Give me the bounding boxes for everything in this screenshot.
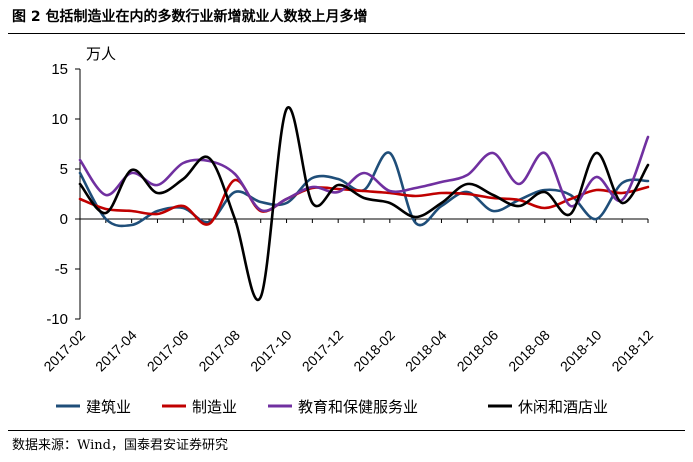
x-tick-label: 2018-04 [402,327,450,375]
source-note: 数据来源：Wind，国泰君安证券研究 [12,438,228,453]
x-tick-label: 2018-06 [454,327,502,375]
legend-label-leisure-hospitality: 休闲和酒店业 [518,398,608,416]
x-tick-label: 2017-10 [247,327,295,375]
y-tick-label: -10 [46,311,68,328]
x-tick-label: 2018-02 [350,327,398,375]
series-line-leisure-hospitality [78,106,650,302]
top-rule [8,33,685,34]
series-line-construction [78,151,650,228]
figure-title: 图 2 包括制造业在内的多数行业新增就业人数较上月多增 [12,9,368,25]
chart-axes: -10 -5 0 5 10 15 万人 2017-02 2017-04 2017-06 2017-0… [40,45,656,374]
legend-label-education-health: 教育和保健服务业 [298,398,418,416]
x-tick-label: 2017-12 [299,327,347,375]
x-tick-label: 2017-04 [92,327,140,375]
y-tick-label: 10 [51,111,68,128]
y-tick-label: 5 [60,161,68,178]
legend-label-manufacturing: 制造业 [192,398,237,416]
series-line-manufacturing [78,178,650,226]
series-line-education-health [78,135,650,213]
x-tick-label: 2017-02 [40,327,88,375]
series-lines [78,106,650,302]
y-tick-label: 0 [60,211,68,228]
x-tick-label: 2018-08 [505,327,553,375]
chart-legend: 建筑业 制造业 教育和保健服务业 休闲和酒店业 [56,398,608,416]
y-tick-label: -5 [55,261,68,278]
bottom-rule [8,430,685,431]
y-axis-unit-label: 万人 [86,45,116,63]
x-tick-label: 2017-08 [195,327,243,375]
x-tick-label: 2018-10 [557,327,605,375]
y-tick-label: 15 [51,61,68,78]
x-tick-label: 2017-06 [144,327,192,375]
legend-label-construction: 建筑业 [86,398,131,416]
x-tick-label: 2018-12 [608,327,656,375]
